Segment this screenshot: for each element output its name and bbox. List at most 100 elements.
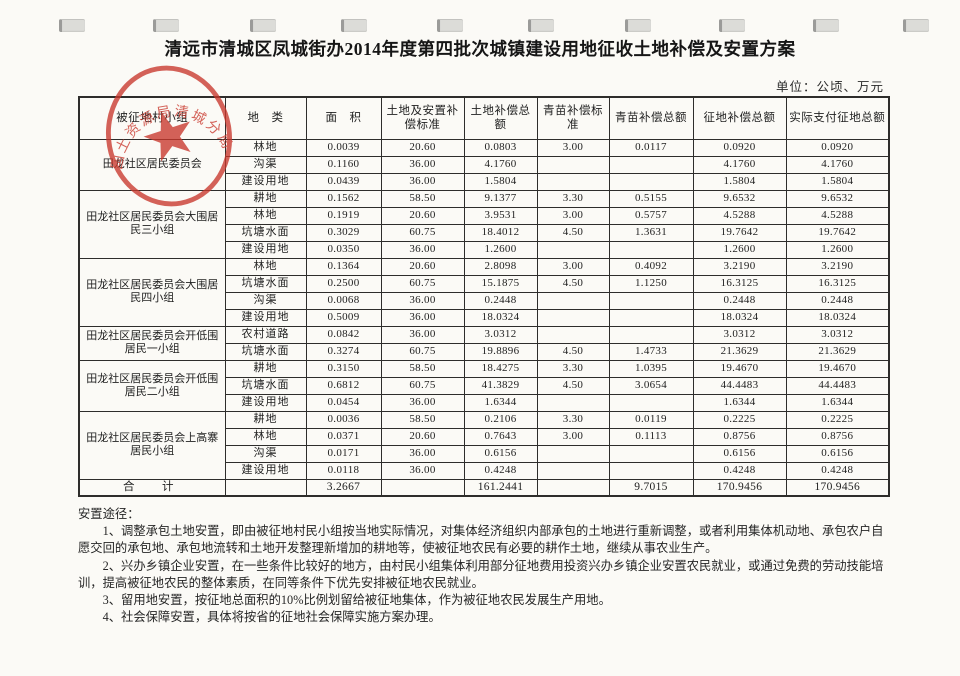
value-cell: 0.0117 [608, 138, 694, 157]
value-cell: 0.3029 [305, 223, 382, 242]
value-cell: 9.6532 [785, 189, 890, 208]
value-cell: 1.6344 [785, 393, 890, 412]
table-row: 建设用地 0.5009 36.00 18.0324 18.0324 18.0324 [79, 308, 890, 327]
value-cell: 3.2190 [785, 257, 890, 276]
value-cell: 0.0920 [785, 138, 890, 157]
value-cell: 1.5804 [785, 172, 890, 191]
note-item: 2、兴办乡镇企业安置，在一些条件比较好的地方，由村民小组集体利用部分征地费用投资… [78, 558, 884, 590]
column-header: 地 类 [224, 96, 307, 140]
value-cell: 0.0439 [305, 172, 382, 191]
land-type-cell: 坑塘水面 [224, 342, 307, 361]
land-type-cell: 建设用地 [224, 172, 307, 191]
value-cell: 0.0920 [692, 138, 787, 157]
village-group-cell: 田龙社区居民委员会开低围居民二小组 [78, 359, 226, 412]
value-cell: 20.60 [380, 257, 465, 276]
value-cell: 0.6156 [785, 444, 890, 463]
land-type-cell: 建设用地 [224, 393, 307, 412]
village-group-cell: 田龙社区居民委员会大围居民四小组 [78, 257, 226, 327]
total-row: 合 计 3.2667 161.2441 9.7015 170.9456 170.9456 [78, 478, 890, 497]
notes-heading: 安置途径： [78, 507, 140, 521]
value-cell: 36.00 [380, 240, 465, 259]
table-row: 田龙社区居民委员会上高寨居民小组 耕地 0.0036 58.50 0.2106 3.30 0… [78, 410, 890, 480]
value-cell: 0.5155 [608, 189, 694, 208]
land-type-cell: 建设用地 [224, 240, 307, 259]
value-cell: 21.3629 [785, 342, 890, 361]
value-cell: 0.2448 [692, 291, 787, 310]
value-cell: 0.0371 [305, 427, 382, 446]
value-cell: 1.2600 [463, 240, 538, 259]
binder-hole [153, 19, 179, 32]
value-cell: 4.50 [536, 274, 610, 293]
value-cell: 9.1377 [463, 189, 538, 208]
land-type-cell: 林地 [224, 206, 307, 225]
value-cell: 60.75 [380, 342, 465, 361]
resettlement-notes: 安置途径： 1、调整承包土地安置，即由被征地村民小组按当地实际情况，对集体经济组… [78, 506, 886, 626]
table-row: 田龙社区居民委员会开低围居民一小组 农村道路 0.0842 36.00 3.0312 3.… [78, 325, 890, 361]
total-value-cell: 3.2667 [305, 478, 382, 497]
value-cell: 0.2225 [692, 410, 787, 429]
column-header: 被征地村小组 [78, 96, 226, 140]
value-cell: 4.1760 [692, 155, 787, 174]
value-cell [536, 461, 610, 480]
value-cell: 58.50 [380, 410, 465, 429]
land-type-cell: 林地 [224, 427, 307, 446]
value-cell: 9.6532 [692, 189, 787, 208]
value-cell: 16.3125 [692, 274, 787, 293]
value-cell: 0.5009 [305, 308, 382, 327]
value-cell: 0.1562 [305, 189, 382, 208]
value-cell: 0.1364 [305, 257, 382, 276]
table-header-row: 被征地村小组地 类面 积土地及安置补偿标准 土地补偿总额 青苗补偿标准 青苗补偿总额征… [78, 96, 890, 140]
value-cell [608, 155, 694, 174]
binder-hole [528, 19, 554, 32]
land-type-cell: 沟渠 [224, 444, 307, 463]
value-cell: 36.00 [380, 393, 465, 412]
binder-hole [813, 19, 839, 32]
binder-hole [625, 19, 651, 32]
table-row: 沟渠 0.0068 36.00 0.2448 0.2448 0.2448 [79, 291, 890, 310]
column-header: 土地及安置补偿标准 [380, 96, 465, 140]
village-group-cell: 田龙社区居民委员会上高寨居民小组 [78, 410, 226, 480]
table-row: 田龙社区居民委员会大围居民三小组 耕地 0.1562 58.50 9.1377 3.30 0… [78, 189, 890, 259]
column-header: 实际支付征地总额 [785, 96, 890, 140]
value-cell: 3.0654 [608, 376, 694, 395]
value-cell: 36.00 [380, 444, 465, 463]
value-cell [608, 444, 694, 463]
total-label-cell: 合 计 [78, 478, 226, 497]
land-type-cell: 耕地 [224, 359, 307, 378]
land-type-cell: 农村道路 [224, 325, 307, 344]
land-type-cell: 林地 [224, 257, 307, 276]
binder-hole [341, 19, 367, 32]
binder-hole [250, 19, 276, 32]
value-cell: 0.0842 [305, 325, 382, 344]
note-item: 4、社会保障安置，具体将按省的征地社会保障实施方案办理。 [102, 610, 441, 625]
value-cell: 0.6156 [463, 444, 538, 463]
value-cell: 44.4483 [692, 376, 787, 395]
village-group-cell: 田龙社区居民委员会大围居民三小组 [78, 189, 226, 259]
value-cell [536, 308, 610, 327]
value-cell [536, 291, 610, 310]
value-cell: 36.00 [380, 461, 465, 480]
value-cell: 18.4012 [463, 223, 538, 242]
table-row: 田龙社区居民委员会开低围居民二小组 耕地 0.3150 58.50 18.4275 3.3… [78, 359, 890, 412]
total-value-cell: 170.9456 [785, 478, 890, 497]
value-cell: 19.8896 [463, 342, 538, 361]
total-value-cell: 161.2441 [463, 478, 538, 497]
value-cell: 4.5288 [785, 206, 890, 225]
value-cell [608, 172, 694, 191]
column-header: 土地补偿总额 [463, 96, 538, 140]
value-cell: 0.1919 [305, 206, 382, 225]
village-group-cell: 田龙社区居民委员会开低围居民一小组 [78, 325, 226, 361]
value-cell: 0.4248 [692, 461, 787, 480]
land-type-cell: 耕地 [224, 410, 307, 429]
value-cell [608, 291, 694, 310]
value-cell: 0.1160 [305, 155, 382, 174]
value-cell: 0.0454 [305, 393, 382, 412]
value-cell: 20.60 [380, 427, 465, 446]
table-row: 坑塘水面 0.3274 60.75 19.8896 4.50 1.4733 21.3629 2… [79, 342, 890, 361]
value-cell: 0.4248 [463, 461, 538, 480]
value-cell: 3.30 [536, 359, 610, 378]
binder-hole [903, 19, 929, 32]
table-row: 建设用地 0.0454 36.00 1.6344 1.6344 1.6344 [79, 393, 890, 412]
land-type-cell: 坑塘水面 [224, 274, 307, 293]
